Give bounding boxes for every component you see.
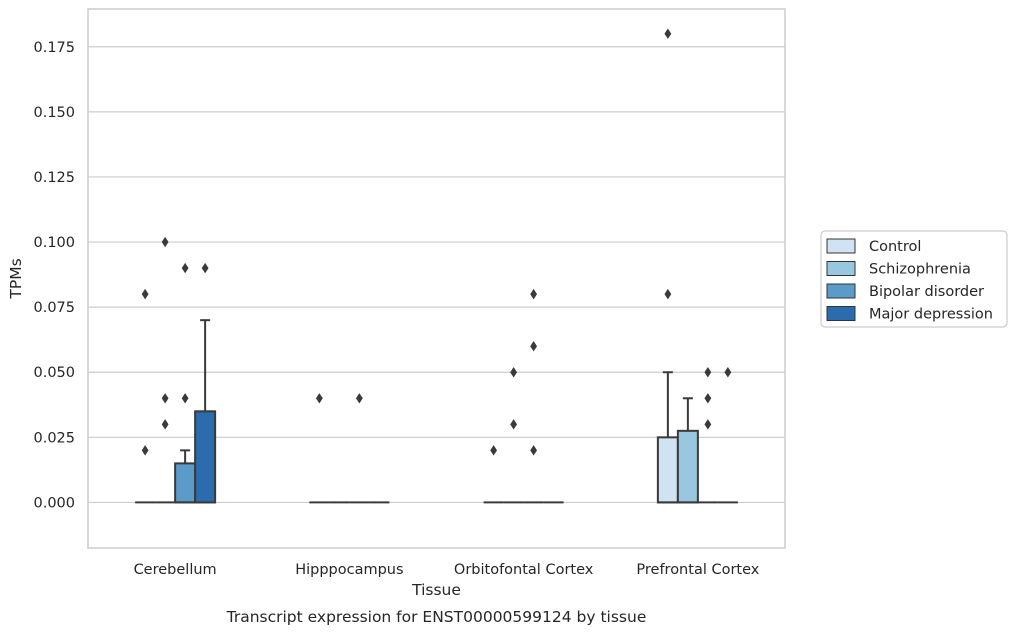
outlier-marker xyxy=(315,393,323,404)
box-schizophrenia xyxy=(676,397,699,504)
y-tick-label: 0.175 xyxy=(33,40,75,56)
outlier-marker xyxy=(704,393,712,404)
outlier-marker xyxy=(141,288,149,300)
y-tick-label: 0.000 xyxy=(33,495,75,511)
outliers xyxy=(141,28,732,456)
y-tick-label: 0.050 xyxy=(33,365,75,381)
legend: Control Schizophrenia Bipolar disorder Majo… xyxy=(820,230,1008,328)
outlier-marker xyxy=(141,445,149,456)
x-tick-label: Orbitofontal Cortex xyxy=(454,562,594,578)
box-body xyxy=(174,462,197,504)
outlier-marker xyxy=(510,419,518,430)
outlier-marker xyxy=(704,367,712,378)
legend-label: Control xyxy=(869,239,921,255)
y-tick-label: 0.150 xyxy=(33,105,75,121)
legend-label: Schizophrenia xyxy=(869,262,971,278)
boxes xyxy=(135,319,738,504)
outlier-marker xyxy=(664,28,672,39)
outlier-marker xyxy=(530,288,538,300)
y-tick-label: 0.025 xyxy=(33,430,75,446)
legend-swatch xyxy=(826,261,856,276)
x-tick-label: Prefrontal Cortex xyxy=(636,562,759,578)
legend-frame xyxy=(820,230,1008,328)
plot-area-frame xyxy=(87,8,786,549)
outlier-marker xyxy=(161,393,169,404)
box-body xyxy=(656,436,679,504)
y-tick-label: 0.125 xyxy=(33,170,75,186)
legend-swatch xyxy=(826,238,856,254)
legend-label: Bipolar disorder xyxy=(869,284,984,300)
x-tick-label: Cerebellum xyxy=(134,562,217,578)
box-body xyxy=(676,429,699,504)
chart-caption: Transcript expression for ENST0000059912… xyxy=(226,608,647,626)
outlier-marker xyxy=(664,288,672,300)
outlier-marker xyxy=(704,419,712,430)
outlier-marker xyxy=(510,367,518,378)
outlier-marker xyxy=(161,236,169,248)
box-body xyxy=(194,410,217,504)
outlier-marker xyxy=(181,393,189,404)
box-control xyxy=(656,371,679,504)
x-tick-label: Hipppocampus xyxy=(295,562,403,578)
legend-swatch xyxy=(826,283,856,299)
outlier-marker xyxy=(355,393,363,404)
x-axis-title: Tissue xyxy=(411,581,461,599)
x-axis-ticks: Cerebellum Hipppocampus Orbitofontal Corte… xyxy=(134,562,760,578)
outlier-marker xyxy=(201,262,209,274)
box-major-depression xyxy=(194,319,217,504)
outlier-marker xyxy=(490,445,498,456)
box-bipolar-disorder xyxy=(174,449,197,504)
outlier-marker xyxy=(161,419,169,430)
legend-label: Major depression xyxy=(869,307,993,323)
y-tick-label: 0.100 xyxy=(33,235,75,251)
outlier-marker xyxy=(530,445,538,456)
outlier-marker xyxy=(181,262,189,274)
y-axis-title: TPMs xyxy=(7,258,25,299)
y-axis-ticks: 0.000 0.025 0.050 0.075 0.100 0.125 0.150 0.175 xyxy=(33,40,75,512)
y-tick-label: 0.075 xyxy=(33,300,75,316)
legend-swatch xyxy=(826,306,856,321)
outlier-marker xyxy=(724,367,732,378)
outlier-marker xyxy=(530,341,538,352)
